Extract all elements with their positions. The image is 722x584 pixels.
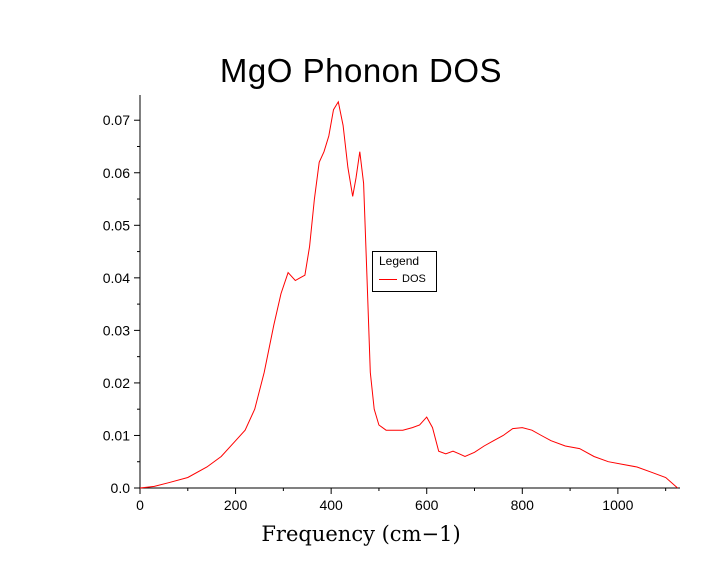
legend-line-sample [379, 278, 397, 280]
legend-entry-label: DOS [402, 273, 426, 286]
y-tick-label: 0.03 [103, 322, 130, 338]
legend-box: Legend DOS [372, 251, 437, 293]
legend-title: Legend [379, 254, 420, 268]
chart-title: MgO Phonon DOS [219, 52, 503, 89]
y-tick-label: 0.06 [103, 165, 130, 181]
x-tick-label: 400 [319, 497, 343, 513]
y-tick-label: 0.0 [111, 480, 131, 496]
x-tick-label: 200 [224, 497, 248, 513]
y-tick-label: 0.04 [103, 270, 130, 286]
x-tick-label: 0 [136, 497, 144, 513]
y-tick-label: 0.02 [103, 375, 130, 391]
y-tick-label: 0.01 [103, 427, 130, 443]
dos-curve [139, 100, 678, 489]
legend-entry: DOS [379, 273, 426, 285]
x-axis-label: Frequency (cm−1) [261, 522, 461, 546]
x-tick-label: 800 [511, 497, 535, 513]
y-tick-label: 0.05 [103, 217, 130, 233]
x-tick-label: 1000 [602, 497, 633, 513]
y-tick-label: 0.07 [103, 112, 130, 128]
x-tick-label: 600 [415, 497, 439, 513]
